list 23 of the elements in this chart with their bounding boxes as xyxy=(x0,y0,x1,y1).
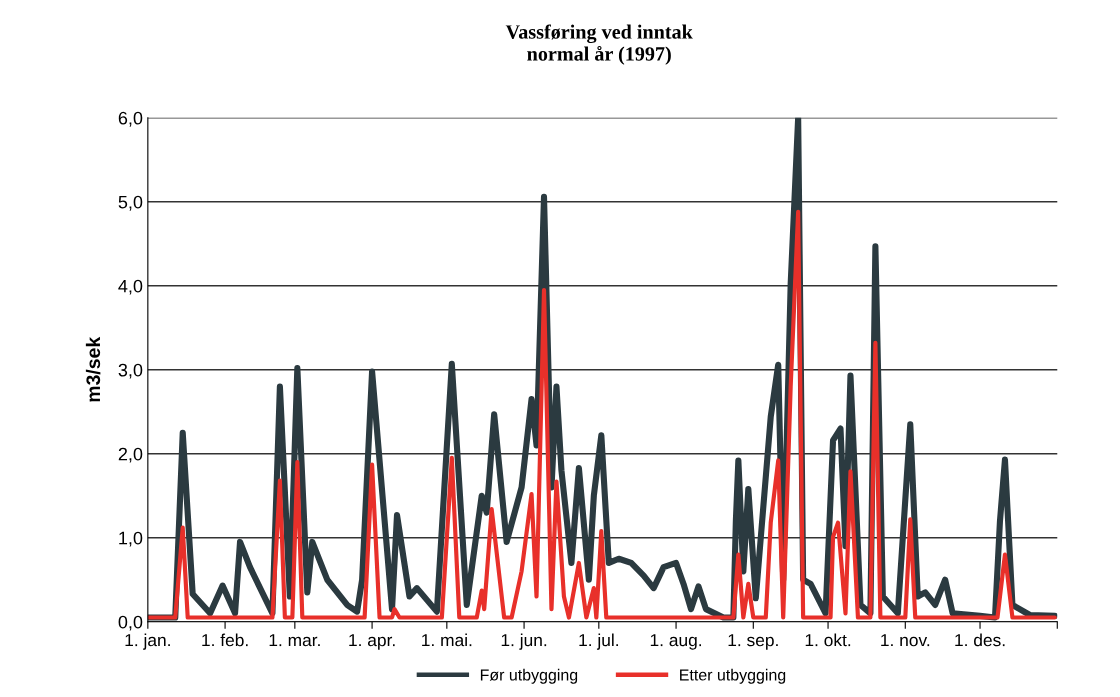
x-tick-label: 1. jan. xyxy=(125,633,170,650)
y-tick-label: 1,0 xyxy=(119,531,143,547)
y-tick-label: 6,0 xyxy=(118,111,143,127)
y-tick-label: 2,0 xyxy=(118,447,143,463)
x-tick-label: 1. apr. xyxy=(349,634,395,650)
x-tick-label: 1. okt. xyxy=(805,633,851,647)
chart-title: Vassføring ved inntak normal år (1997) xyxy=(505,24,693,65)
x-tick-label: 1. mar. xyxy=(269,634,320,647)
x-tick-label: 1. sep. xyxy=(728,634,778,650)
x-tick-label: 1. jun. xyxy=(501,633,547,650)
x-tick-label: 1. des. xyxy=(955,633,1005,647)
x-tick-label: 1. aug. xyxy=(650,634,702,650)
y-tick-label: 5,0 xyxy=(118,195,143,211)
y-tick-label: 3,0 xyxy=(118,363,143,379)
y-tick-label: 0,0 xyxy=(118,615,143,631)
legend-label: Før utbygging xyxy=(480,668,578,684)
y-axis-title: m3/sek xyxy=(85,336,101,402)
x-tick-label: 1. jul. xyxy=(579,633,618,650)
x-tick-label: 1. mai. xyxy=(422,633,472,647)
y-tick-label: 4,0 xyxy=(118,279,143,295)
x-tick-label: 1. feb. xyxy=(202,633,248,647)
x-tick-label: 1. nov. xyxy=(881,634,930,647)
legend-label: Etter utbygging xyxy=(680,668,786,684)
